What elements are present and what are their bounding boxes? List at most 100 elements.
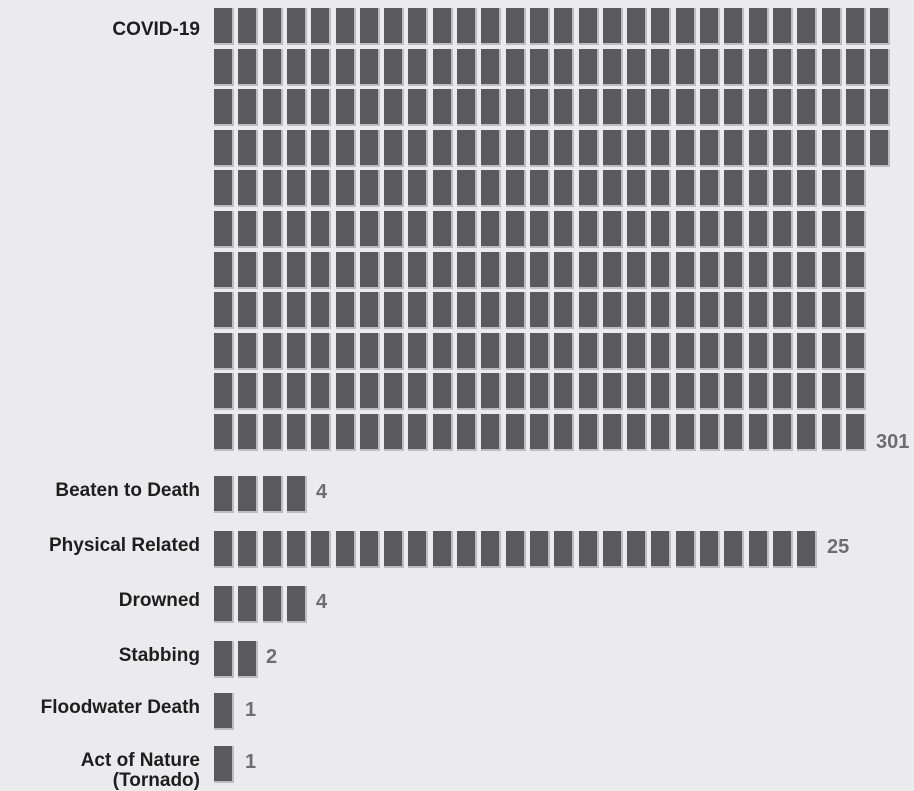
waffle-cell-covid-19 [408, 252, 428, 289]
waffle-cell-covid-19 [651, 333, 671, 370]
waffle-cell-covid-19 [238, 292, 258, 329]
waffle-cell-covid-19 [603, 373, 623, 410]
waffle-cell-covid-19 [627, 211, 647, 248]
waffle-cell-covid-19 [724, 49, 744, 86]
waffle-cell-covid-19 [506, 130, 526, 167]
waffle-cell-covid-19 [506, 333, 526, 370]
waffle-cell-covid-19 [554, 130, 574, 167]
waffle-cell-physical-related [311, 531, 331, 568]
waffle-cell-covid-19 [676, 170, 696, 207]
waffle-cell-covid-19 [433, 373, 453, 410]
waffle-cell-covid-19 [870, 130, 890, 167]
waffle-cell-covid-19 [214, 333, 234, 370]
waffle-cell-covid-19 [360, 211, 380, 248]
category-label-stabbing: Stabbing [118, 645, 200, 666]
waffle-cell-covid-19 [311, 211, 331, 248]
waffle-cell-covid-19 [384, 292, 404, 329]
waffle-cell-covid-19 [214, 292, 234, 329]
waffle-cell-drowned [214, 586, 234, 623]
waffle-cell-covid-19 [797, 292, 817, 329]
waffle-cell-covid-19 [506, 49, 526, 86]
waffle-cell-covid-19 [311, 8, 331, 45]
waffle-cell-covid-19 [773, 292, 793, 329]
waffle-cell-covid-19 [336, 49, 356, 86]
waffle-cell-covid-19 [676, 130, 696, 167]
waffle-cell-covid-19 [287, 8, 307, 45]
waffle-cell-covid-19 [749, 292, 769, 329]
waffle-cell-covid-19 [554, 292, 574, 329]
waffle-cell-covid-19 [384, 414, 404, 451]
waffle-cell-covid-19 [846, 49, 866, 86]
waffle-cell-covid-19 [651, 373, 671, 410]
waffle-cell-covid-19 [360, 252, 380, 289]
waffle-cell-covid-19 [360, 373, 380, 410]
waffle-cell-covid-19 [579, 211, 599, 248]
waffle-cell-covid-19 [214, 373, 234, 410]
waffle-cell-covid-19 [797, 333, 817, 370]
waffle-cell-covid-19 [311, 130, 331, 167]
waffle-cell-covid-19 [530, 8, 550, 45]
waffle-cell-covid-19 [287, 333, 307, 370]
waffle-cell-covid-19 [724, 211, 744, 248]
waffle-cell-covid-19 [360, 49, 380, 86]
waffle-cell-covid-19 [579, 130, 599, 167]
waffle-cell-covid-19 [700, 49, 720, 86]
waffle-cell-covid-19 [311, 333, 331, 370]
waffle-cell-covid-19 [579, 292, 599, 329]
waffle-cell-covid-19 [481, 8, 501, 45]
waffle-cell-covid-19 [627, 333, 647, 370]
waffle-cell-covid-19 [263, 252, 283, 289]
waffle-cell-covid-19 [627, 130, 647, 167]
waffle-cell-covid-19 [773, 49, 793, 86]
waffle-cell-covid-19 [360, 130, 380, 167]
waffle-cell-covid-19 [530, 333, 550, 370]
waffle-cell-covid-19 [700, 252, 720, 289]
waffle-cell-covid-19 [238, 373, 258, 410]
waffle-cell-covid-19 [773, 130, 793, 167]
waffle-cell-covid-19 [603, 211, 623, 248]
waffle-cell-covid-19 [700, 130, 720, 167]
waffle-cell-covid-19 [336, 373, 356, 410]
waffle-cell-covid-19 [287, 373, 307, 410]
waffle-cell-covid-19 [651, 414, 671, 451]
waffle-cell-covid-19 [676, 252, 696, 289]
waffle-cell-covid-19 [238, 8, 258, 45]
waffle-cell-covid-19 [700, 333, 720, 370]
waffle-cell-physical-related [627, 531, 647, 568]
waffle-cell-covid-19 [773, 89, 793, 126]
waffle-cell-covid-19 [554, 252, 574, 289]
waffle-cell-physical-related [530, 531, 550, 568]
waffle-cell-covid-19 [481, 292, 501, 329]
waffle-cell-covid-19 [238, 414, 258, 451]
waffle-cell-covid-19 [749, 252, 769, 289]
waffle-cell-covid-19 [870, 89, 890, 126]
waffle-cell-physical-related [506, 531, 526, 568]
waffle-cell-covid-19 [408, 292, 428, 329]
waffle-cell-covid-19 [700, 211, 720, 248]
waffle-cell-covid-19 [408, 211, 428, 248]
waffle-cell-drowned [263, 586, 283, 623]
waffle-cell-covid-19 [846, 292, 866, 329]
waffle-cell-covid-19 [214, 89, 234, 126]
waffle-cell-covid-19 [360, 170, 380, 207]
waffle-cell-covid-19 [336, 89, 356, 126]
waffle-cell-covid-19 [749, 89, 769, 126]
value-label-physical-related: 25 [827, 536, 850, 558]
waffle-cell-covid-19 [506, 292, 526, 329]
waffle-cell-physical-related [481, 531, 501, 568]
waffle-cell-physical-related [700, 531, 720, 568]
waffle-cell-covid-19 [676, 8, 696, 45]
waffle-cell-covid-19 [481, 130, 501, 167]
waffle-cell-covid-19 [263, 414, 283, 451]
waffle-cell-covid-19 [773, 252, 793, 289]
waffle-cell-covid-19 [822, 211, 842, 248]
waffle-cell-covid-19 [263, 373, 283, 410]
waffle-cell-covid-19 [530, 373, 550, 410]
waffle-cell-covid-19 [651, 211, 671, 248]
waffle-cell-covid-19 [773, 333, 793, 370]
waffle-cell-covid-19 [846, 373, 866, 410]
waffle-cell-covid-19 [457, 130, 477, 167]
waffle-cell-covid-19 [724, 8, 744, 45]
waffle-cell-covid-19 [651, 292, 671, 329]
